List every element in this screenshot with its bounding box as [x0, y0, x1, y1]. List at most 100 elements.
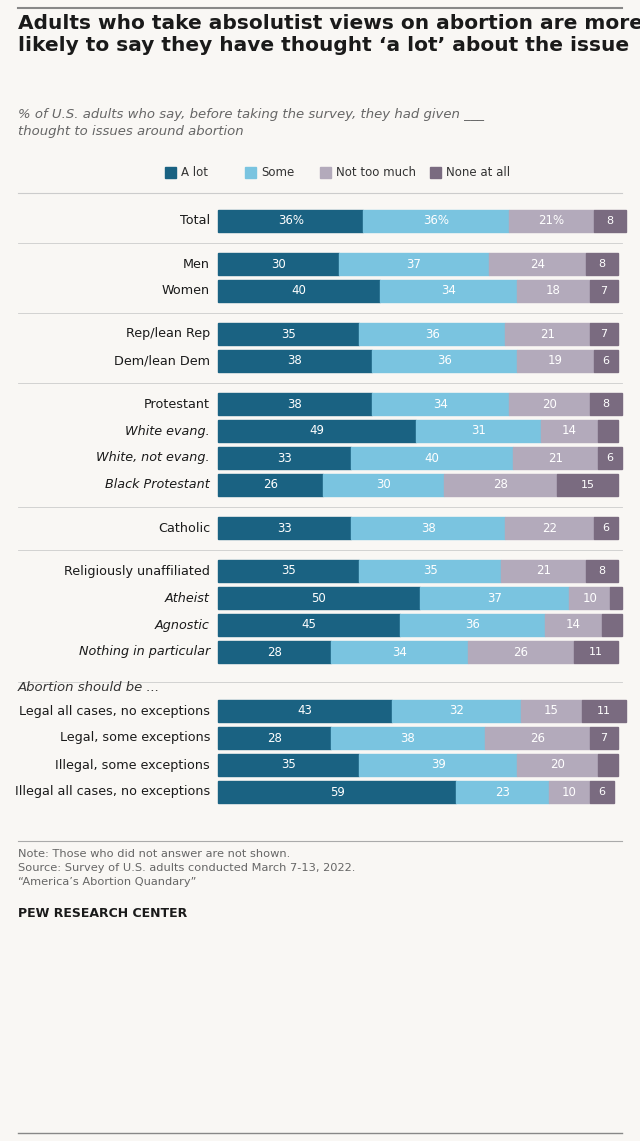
Text: Legal all cases, no exceptions: Legal all cases, no exceptions: [19, 704, 210, 718]
Text: 26: 26: [530, 731, 545, 744]
Text: 38: 38: [287, 397, 302, 411]
Text: Catholic: Catholic: [158, 521, 210, 534]
Text: 7: 7: [600, 286, 607, 296]
Text: None at all: None at all: [446, 167, 510, 179]
Bar: [371, 350, 517, 372]
Bar: [218, 780, 456, 803]
Text: 18: 18: [546, 284, 561, 298]
Text: 34: 34: [392, 646, 407, 658]
Text: 26: 26: [513, 646, 529, 658]
Text: 21: 21: [540, 327, 555, 340]
Text: 22: 22: [542, 521, 557, 534]
Bar: [598, 420, 618, 442]
Text: 26: 26: [263, 478, 278, 492]
Text: 37: 37: [487, 591, 502, 605]
Bar: [416, 420, 541, 442]
Bar: [218, 447, 351, 469]
Text: 11: 11: [597, 706, 611, 717]
Text: 23: 23: [495, 785, 510, 799]
Text: 6: 6: [602, 356, 609, 366]
Text: 43: 43: [298, 704, 312, 718]
Bar: [589, 280, 618, 302]
Text: 28: 28: [493, 478, 508, 492]
Bar: [218, 517, 351, 539]
Bar: [218, 614, 400, 636]
Text: 45: 45: [301, 618, 316, 631]
Text: 19: 19: [548, 355, 563, 367]
Bar: [589, 323, 618, 345]
Text: Note: Those who did not answer are not shown.
Source: Survey of U.S. adults cond: Note: Those who did not answer are not s…: [18, 849, 355, 887]
Bar: [610, 586, 622, 609]
Bar: [602, 614, 622, 636]
Text: Protestant: Protestant: [144, 397, 210, 411]
Text: 33: 33: [277, 452, 292, 464]
Text: Nothing in particular: Nothing in particular: [79, 646, 210, 658]
Bar: [589, 393, 622, 415]
Bar: [521, 699, 582, 722]
Bar: [594, 210, 626, 232]
Bar: [430, 167, 441, 178]
Bar: [218, 393, 371, 415]
Bar: [331, 727, 484, 748]
Bar: [360, 560, 500, 582]
Bar: [586, 253, 618, 275]
Text: Adults who take absolutist views on abortion are more
likely to say they have th: Adults who take absolutist views on abor…: [18, 14, 640, 55]
Bar: [444, 474, 557, 496]
Bar: [218, 253, 339, 275]
Bar: [598, 754, 618, 776]
Bar: [380, 280, 517, 302]
Bar: [420, 586, 570, 609]
Bar: [323, 474, 444, 496]
Text: Agnostic: Agnostic: [155, 618, 210, 631]
Bar: [505, 517, 594, 539]
Bar: [218, 560, 360, 582]
Text: White, not evang.: White, not evang.: [97, 452, 210, 464]
Bar: [484, 727, 589, 748]
Text: 36: 36: [465, 618, 480, 631]
Text: 7: 7: [600, 733, 607, 743]
Text: 7: 7: [600, 329, 607, 339]
Text: 14: 14: [562, 424, 577, 437]
Text: Rep/lean Rep: Rep/lean Rep: [125, 327, 210, 340]
Bar: [509, 393, 589, 415]
Bar: [371, 393, 509, 415]
Text: 38: 38: [420, 521, 435, 534]
Bar: [360, 754, 517, 776]
Text: 28: 28: [267, 731, 282, 744]
Text: Some: Some: [261, 167, 294, 179]
Bar: [360, 323, 505, 345]
Text: Legal, some exceptions: Legal, some exceptions: [60, 731, 210, 744]
Bar: [517, 280, 589, 302]
Text: Illegal all cases, no exceptions: Illegal all cases, no exceptions: [15, 785, 210, 799]
Text: 36%: 36%: [278, 215, 304, 227]
Bar: [573, 641, 618, 663]
Text: 6: 6: [602, 523, 609, 533]
Bar: [545, 614, 602, 636]
Bar: [582, 699, 626, 722]
Text: 35: 35: [423, 565, 438, 577]
Bar: [218, 420, 416, 442]
Bar: [570, 586, 610, 609]
Text: Men: Men: [183, 258, 210, 270]
Text: A lot: A lot: [181, 167, 208, 179]
Text: 35: 35: [282, 759, 296, 771]
Text: 8: 8: [606, 216, 614, 226]
Bar: [218, 641, 331, 663]
Bar: [339, 253, 489, 275]
Text: 35: 35: [282, 327, 296, 340]
Bar: [456, 780, 549, 803]
Bar: [218, 727, 331, 748]
Text: 8: 8: [602, 399, 609, 408]
Text: 21: 21: [536, 565, 550, 577]
Text: 37: 37: [406, 258, 421, 270]
Text: 36%: 36%: [423, 215, 449, 227]
Text: 20: 20: [542, 397, 557, 411]
Bar: [500, 560, 586, 582]
Text: 11: 11: [589, 647, 603, 657]
Text: 10: 10: [562, 785, 577, 799]
Text: 36: 36: [437, 355, 452, 367]
Bar: [594, 517, 618, 539]
Bar: [218, 323, 360, 345]
Bar: [549, 780, 589, 803]
Text: Abortion should be ...: Abortion should be ...: [18, 681, 160, 694]
